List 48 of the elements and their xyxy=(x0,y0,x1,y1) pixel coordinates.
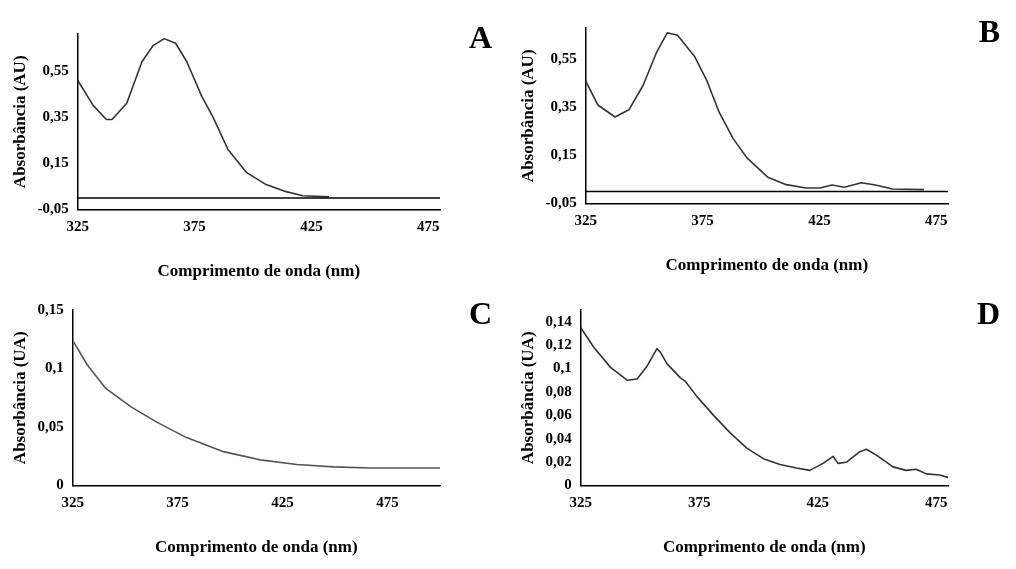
x-tick-label: 325 xyxy=(574,212,597,229)
x-tick-label: 425 xyxy=(808,212,831,229)
y-tick-label: 0,1 xyxy=(44,359,64,376)
y-tick-label: 0,35 xyxy=(550,98,577,115)
x-tick-label: 325 xyxy=(569,494,592,511)
x-tick-label: 425 xyxy=(806,494,829,511)
text: A xyxy=(468,19,492,56)
text: C xyxy=(468,295,492,332)
y-tick-label: 0,02 xyxy=(545,453,572,470)
x-axis-title: Comprimento de onda (nm) xyxy=(155,537,358,557)
y-tick-label: 0,35 xyxy=(42,108,69,125)
y-tick-label: 0,14 xyxy=(545,312,573,329)
y-tick-label: 0,15 xyxy=(37,300,64,317)
x-tick-label: 375 xyxy=(687,494,711,511)
x-axis-title: Comprimento de onda (nm) xyxy=(665,255,869,275)
x-tick-label: 425 xyxy=(300,218,323,235)
y-tick-label: 0 xyxy=(564,476,572,493)
x-tick-label: 375 xyxy=(166,494,189,511)
y-tick-label: 0,05 xyxy=(37,417,64,434)
y-tick-label: -0,05 xyxy=(37,200,69,217)
y-tick-label: 0,06 xyxy=(545,406,573,423)
y-tick-label: 0,55 xyxy=(550,50,577,67)
x-tick-label: 325 xyxy=(61,494,84,511)
y-tick-label: 0,12 xyxy=(545,335,572,352)
x-tick-label: 475 xyxy=(376,494,399,511)
y-tick-label: 0,1 xyxy=(552,359,572,376)
x-tick-label: 475 xyxy=(924,494,948,511)
x-tick-label: 475 xyxy=(417,218,440,235)
text: D xyxy=(976,295,1000,332)
x-tick-label: 425 xyxy=(271,494,294,511)
y-tick-label: 0,08 xyxy=(545,382,572,399)
y-tick-label: 0,55 xyxy=(42,61,69,78)
y-tick-label: 0,04 xyxy=(545,429,573,446)
x-tick-label: 475 xyxy=(925,212,948,229)
x-tick-label: 325 xyxy=(66,218,89,235)
y-axis-title: Absorbância (AU) xyxy=(517,49,537,183)
y-tick-label: -0,05 xyxy=(545,194,577,211)
x-axis-title: Comprimento de onda (nm) xyxy=(157,261,361,281)
y-axis-title: Absorbância (AU) xyxy=(9,55,29,189)
x-tick-label: 375 xyxy=(691,212,714,229)
x-axis-title: Comprimento de onda (nm) xyxy=(663,537,866,557)
x-tick-label: 375 xyxy=(183,218,206,235)
y-tick-label: 0 xyxy=(56,476,64,493)
y-tick-label: 0,15 xyxy=(42,154,69,171)
y-tick-label: 0,15 xyxy=(550,146,577,163)
y-axis-title: Absorbância (UA) xyxy=(517,331,537,465)
y-axis-title: Absorbância (UA) xyxy=(9,331,29,465)
text: B xyxy=(978,13,1000,50)
